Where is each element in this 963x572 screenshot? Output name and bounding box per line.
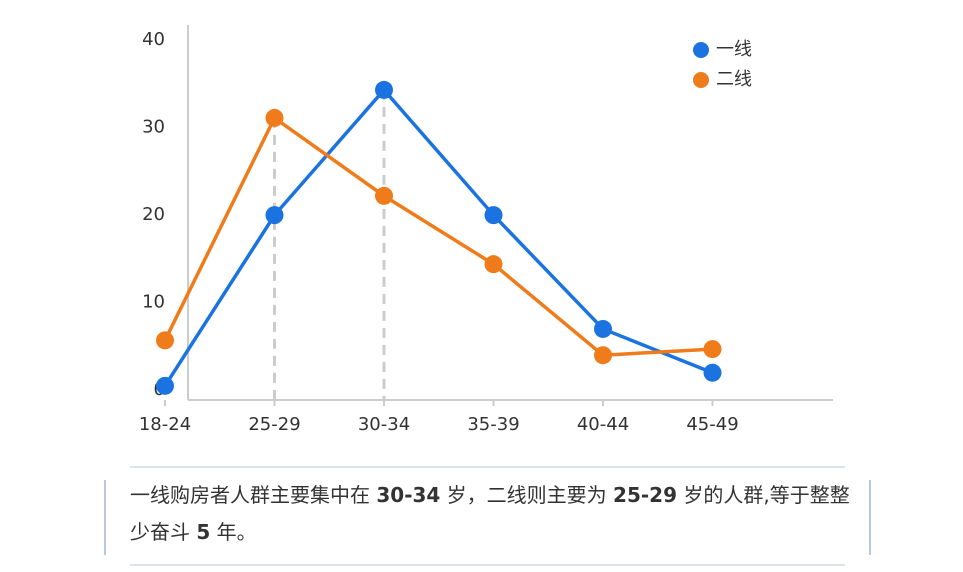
x-tick-label: 25-29 [248, 414, 300, 435]
x-tick-label: 45-49 [686, 414, 738, 435]
data-point [594, 346, 612, 365]
legend-marker [693, 42, 709, 58]
data-point [484, 206, 503, 225]
data-point [375, 186, 393, 205]
data-point [265, 206, 284, 225]
caption-highlight: 25-29 [613, 483, 678, 507]
series-line [163, 115, 713, 358]
caption-text: 岁的人群,等于整整少奋斗 [130, 483, 850, 544]
x-tick-label: 30-34 [358, 414, 410, 435]
y-tick-label: 20 [142, 204, 165, 225]
legend-label: 一线 [716, 39, 752, 60]
x-tick-label: 40-44 [577, 414, 629, 435]
caption-text: 一线购房者人群主要集中在 [130, 483, 377, 507]
caption-text: 岁，二线则主要为 [440, 483, 614, 507]
data-point [375, 80, 393, 99]
caption-highlight: 5 [196, 520, 211, 544]
data-point [156, 331, 174, 350]
legend-marker [693, 72, 709, 88]
caption-text: 年。 [210, 520, 257, 544]
x-tick-label: 18-24 [139, 414, 191, 435]
legend-label: 二线 [716, 69, 752, 90]
series-line [163, 87, 714, 387]
y-tick-label: 10 [142, 292, 165, 313]
caption: 一线购房者人群主要集中在 30-34 岁，二线则主要为 25-29 岁的人群,等… [130, 477, 860, 551]
data-point [703, 340, 722, 359]
y-tick-label: 30 [142, 117, 165, 138]
data-point [484, 255, 503, 274]
caption-highlight: 30-34 [376, 483, 441, 507]
y-tick-label: 40 [142, 29, 165, 50]
data-point [703, 363, 722, 382]
data-point [265, 108, 284, 127]
data-point [594, 319, 612, 338]
data-point [156, 376, 174, 395]
x-tick-label: 35-39 [467, 414, 519, 435]
